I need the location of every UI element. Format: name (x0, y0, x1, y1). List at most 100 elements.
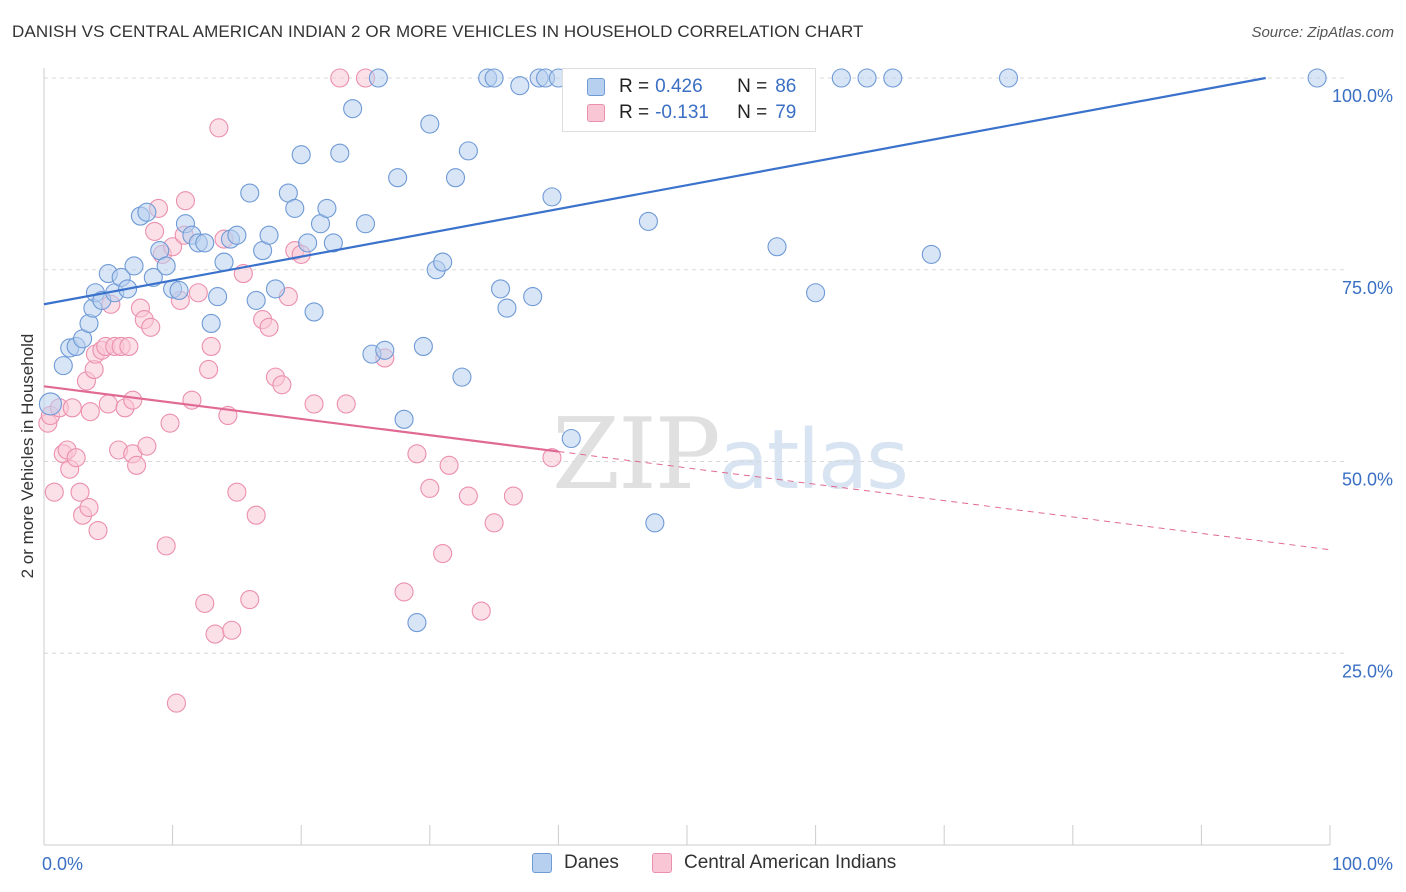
danes-point-47 (368, 68, 388, 88)
cai-point-49 (222, 620, 242, 640)
danes-swatch (587, 78, 605, 96)
danes-n-label: N = (737, 76, 768, 97)
danes-point-67 (542, 187, 562, 207)
danes-point-71 (638, 211, 658, 231)
danes-point-50 (394, 409, 414, 429)
cai-point-15 (88, 520, 108, 541)
danes-point-42 (323, 233, 343, 253)
danes-point-26 (208, 287, 228, 307)
cai-point-26 (127, 455, 147, 475)
danes-point-18 (156, 256, 176, 276)
cai-point-68 (420, 478, 440, 498)
danes-point-84 (921, 244, 941, 264)
cai-r-label: R = (619, 102, 650, 123)
danes-legend-swatch (532, 853, 552, 873)
x-tick-label-1: 100.0% (1332, 854, 1393, 874)
watermark: ZIPatlas (552, 398, 909, 512)
cai-point-76 (79, 497, 99, 518)
danes-point-13 (124, 256, 144, 276)
cai-point-75 (542, 448, 562, 468)
cai-point-46 (209, 118, 229, 138)
danes-point-58 (458, 141, 478, 161)
danes-point-25 (201, 313, 221, 333)
danes-point-57 (452, 367, 472, 387)
danes-point-69 (561, 428, 581, 449)
watermark-zip: ZIP (552, 398, 721, 512)
y-tick-label-2: 50.0% (1342, 470, 1393, 490)
danes-point-1 (53, 356, 73, 376)
cai-point-45 (205, 624, 225, 644)
danes-point-20 (169, 280, 189, 301)
cai-point-7 (62, 398, 82, 418)
x-tick-label-0: 0.0% (42, 854, 83, 874)
correlation-legend: R = 0.426 N = 86 R = -0.131 N = 79 (562, 68, 816, 132)
cai-point-12 (80, 402, 100, 422)
cai-point-30 (141, 317, 161, 337)
legend-row-cai: R = -0.131 N = 79 (587, 100, 796, 126)
cai-point-55 (259, 317, 279, 337)
cai-point-24 (119, 336, 139, 357)
chart-title: DANISH VS CENTRAL AMERICAN INDIAN 2 OR M… (12, 22, 864, 41)
danes-trend-line (43, 76, 1266, 306)
danes-n-value: 86 (775, 76, 797, 97)
danes-point-62 (497, 298, 517, 318)
cai-point-61 (304, 394, 324, 414)
cai-point-53 (246, 505, 266, 525)
cai-point-67 (407, 444, 427, 464)
danes-r-label: R = (619, 76, 650, 97)
cai-point-70 (439, 455, 459, 475)
cai-r-value: -0.131 (655, 102, 709, 123)
danes-point-61 (490, 279, 511, 299)
danes-point-60 (484, 68, 504, 88)
legend-row-danes: R = 0.426 N = 86 (587, 74, 796, 100)
danes-point-15 (137, 202, 157, 222)
danes-point-29 (227, 225, 247, 245)
danes-point-53 (420, 114, 440, 134)
danes-point-34 (265, 279, 286, 299)
cai-point-63 (336, 394, 356, 414)
danes-point-39 (304, 302, 324, 322)
series-legend: Danes Central American Indians (0, 852, 1406, 878)
danes-point-80 (806, 283, 826, 303)
danes-point-43 (330, 143, 350, 163)
cai-point-57 (272, 375, 292, 395)
danes-point-30 (240, 183, 260, 203)
danes-point-82 (857, 68, 877, 88)
cai-point-35 (160, 413, 180, 433)
cai-point-44 (201, 336, 221, 357)
danes-point-44 (343, 99, 363, 119)
cai-point-78 (199, 359, 219, 380)
cai-point-42 (188, 283, 208, 303)
danes-point-51 (407, 613, 427, 633)
danes-point-48 (375, 340, 395, 360)
danes-point-81 (831, 68, 851, 88)
danes-point-38 (298, 233, 318, 253)
cai-point-66 (394, 582, 414, 602)
danes-point-72 (645, 513, 665, 533)
cai-point-34 (156, 536, 176, 556)
legend-item-cai[interactable]: Central American Indians (652, 852, 896, 874)
legend-item-danes[interactable]: Danes (532, 852, 619, 874)
danes-point-16 (143, 267, 163, 287)
danes-point-33 (259, 225, 279, 245)
danes-point-0 (38, 392, 62, 416)
cai-point-77 (123, 390, 143, 410)
danes-point-45 (355, 214, 376, 234)
y-tick-label-1: 75.0% (1342, 278, 1393, 298)
danes-point-37 (291, 145, 311, 165)
cai-point-29 (137, 436, 157, 456)
cai-point-40 (175, 191, 196, 211)
cai-point-73 (484, 513, 504, 533)
cai-legend-swatch (652, 853, 672, 873)
danes-point-85 (998, 68, 1019, 88)
cai-swatch (587, 104, 605, 122)
danes-point-79 (767, 237, 787, 257)
danes-legend-label: Danes (564, 852, 619, 873)
danes-point-36 (285, 198, 305, 218)
cai-point-2 (44, 482, 64, 502)
cai-point-52 (240, 590, 260, 610)
cai-point-31 (145, 221, 165, 241)
danes-point-64 (523, 287, 543, 307)
cai-n-label: N = (737, 102, 768, 123)
danes-point-24 (195, 233, 215, 253)
